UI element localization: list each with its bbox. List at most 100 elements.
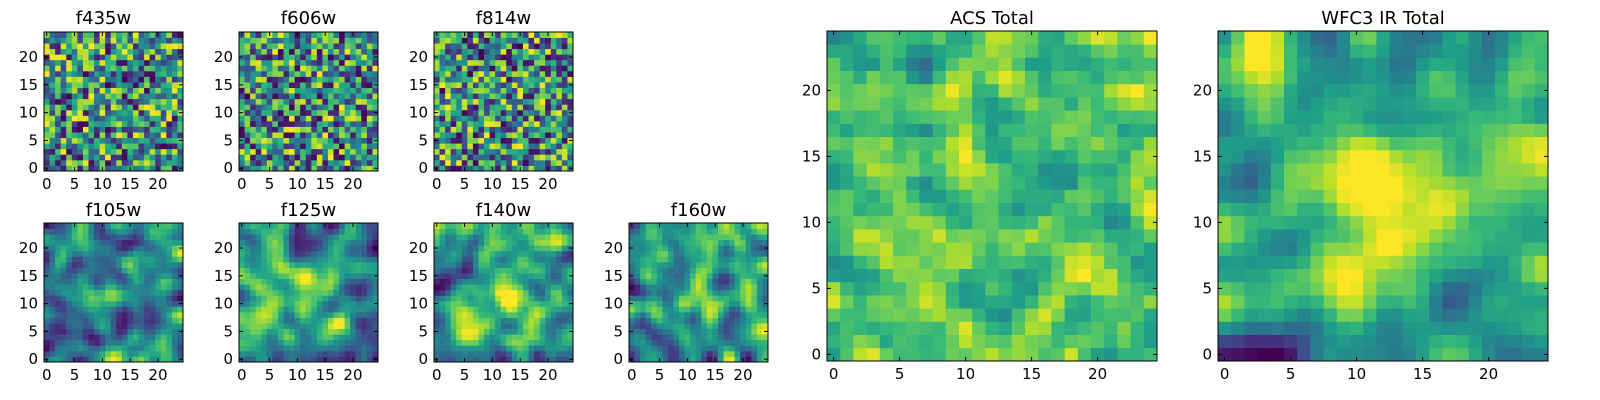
heatmap-cell <box>305 126 312 133</box>
heatmap-cell <box>132 54 139 61</box>
heatmap-cell <box>144 311 151 318</box>
heatmap-cell <box>289 98 295 105</box>
heatmap-cell <box>734 261 741 268</box>
heatmap-cell <box>740 239 747 246</box>
heatmap-cell <box>361 154 368 161</box>
heatmap-cell <box>1011 308 1026 322</box>
heatmap-cell <box>673 317 680 324</box>
heatmap-cell <box>489 267 496 274</box>
heatmap-cell <box>478 87 485 94</box>
heatmap-cell <box>445 323 452 330</box>
heatmap-cell <box>177 87 184 94</box>
heatmap-cell <box>434 234 440 241</box>
heatmap-cell <box>879 189 894 203</box>
heatmap-cell <box>71 104 78 111</box>
heatmap-cell <box>55 104 62 111</box>
heatmap-cell <box>239 132 245 139</box>
heatmap-cell <box>55 245 62 252</box>
heatmap-cell <box>305 76 312 83</box>
heatmap-cell <box>439 345 446 352</box>
heatmap-cell <box>445 306 452 313</box>
heatmap-cell <box>495 70 502 77</box>
heatmap-cell <box>44 345 50 352</box>
heatmap-cell <box>272 317 279 324</box>
heatmap-cell <box>656 234 663 241</box>
heatmap-cell <box>567 345 574 352</box>
y-tick-label: 10 <box>409 104 428 122</box>
heatmap-cell <box>489 148 496 155</box>
heatmap-cell <box>511 165 518 172</box>
heatmap-cell <box>472 345 479 352</box>
heatmap-cell <box>723 228 730 235</box>
heatmap-cell <box>539 284 546 291</box>
heatmap-cell <box>316 273 323 279</box>
heatmap-cell <box>116 48 123 55</box>
heatmap-cell <box>144 104 151 111</box>
heatmap-cell <box>88 345 95 352</box>
heatmap-cell <box>77 345 84 352</box>
heatmap-cell <box>266 339 273 346</box>
heatmap-cell <box>144 228 151 235</box>
heatmap-cell <box>500 37 507 44</box>
heatmap-cell <box>110 159 117 166</box>
heatmap-cell <box>528 339 535 346</box>
heatmap-cell <box>60 261 67 268</box>
heatmap-cell <box>239 154 245 161</box>
heatmap-cell <box>439 239 446 246</box>
heatmap-cell <box>127 93 134 100</box>
heatmap-cell <box>166 339 173 346</box>
heatmap-cell <box>662 261 669 268</box>
heatmap-cell <box>155 334 162 341</box>
heatmap-cell <box>522 159 529 166</box>
heatmap-cell <box>517 273 524 279</box>
heatmap-cell <box>121 48 128 55</box>
heatmap-cell <box>478 109 485 116</box>
heatmap-cell <box>316 300 323 307</box>
heatmap-cell <box>472 115 479 122</box>
heatmap-cell <box>311 289 318 296</box>
heatmap-cell <box>550 59 557 66</box>
heatmap-cell <box>712 284 719 291</box>
heatmap-cell <box>434 261 440 268</box>
heatmap-cell <box>311 334 318 341</box>
heatmap-cell <box>667 350 674 357</box>
heatmap-cell <box>155 350 162 357</box>
heatmap-cell <box>522 37 529 44</box>
heatmap-cell <box>528 228 535 235</box>
heatmap-cell <box>511 328 518 335</box>
heatmap-cell <box>344 137 351 144</box>
heatmap-cell <box>467 126 474 133</box>
heatmap-cell <box>434 267 440 274</box>
heatmap-cell <box>166 239 173 246</box>
heatmap-cell <box>166 104 173 111</box>
heatmap-cell <box>327 32 334 38</box>
heatmap-cell <box>706 300 713 307</box>
heatmap-cell <box>44 98 50 105</box>
heatmap-cell <box>434 250 440 257</box>
heatmap-cell <box>127 261 134 268</box>
heatmap-cell <box>305 356 312 363</box>
heatmap-cell <box>160 132 167 139</box>
heatmap-cell <box>82 43 89 50</box>
heatmap-cell <box>645 284 652 291</box>
heatmap-cell <box>289 115 295 122</box>
heatmap-cell <box>545 334 552 341</box>
heatmap-cell <box>879 321 894 335</box>
heatmap-cell <box>294 159 301 166</box>
heatmap-cell <box>645 234 652 241</box>
heatmap-cell <box>673 334 680 341</box>
heatmap-cell <box>121 223 128 229</box>
heatmap-cell <box>71 37 78 44</box>
heatmap-cell <box>467 109 474 116</box>
heatmap-cell <box>567 284 574 291</box>
heatmap-cell <box>350 311 357 318</box>
heatmap-cell <box>289 245 295 252</box>
heatmap-cell <box>511 115 518 122</box>
heatmap-cell <box>305 328 312 335</box>
heatmap-cell <box>55 311 62 318</box>
heatmap-cell <box>534 273 541 279</box>
heatmap-cell <box>99 76 106 83</box>
heatmap-cell <box>350 339 357 346</box>
heatmap-cell <box>294 228 301 235</box>
heatmap-cell <box>110 137 117 144</box>
